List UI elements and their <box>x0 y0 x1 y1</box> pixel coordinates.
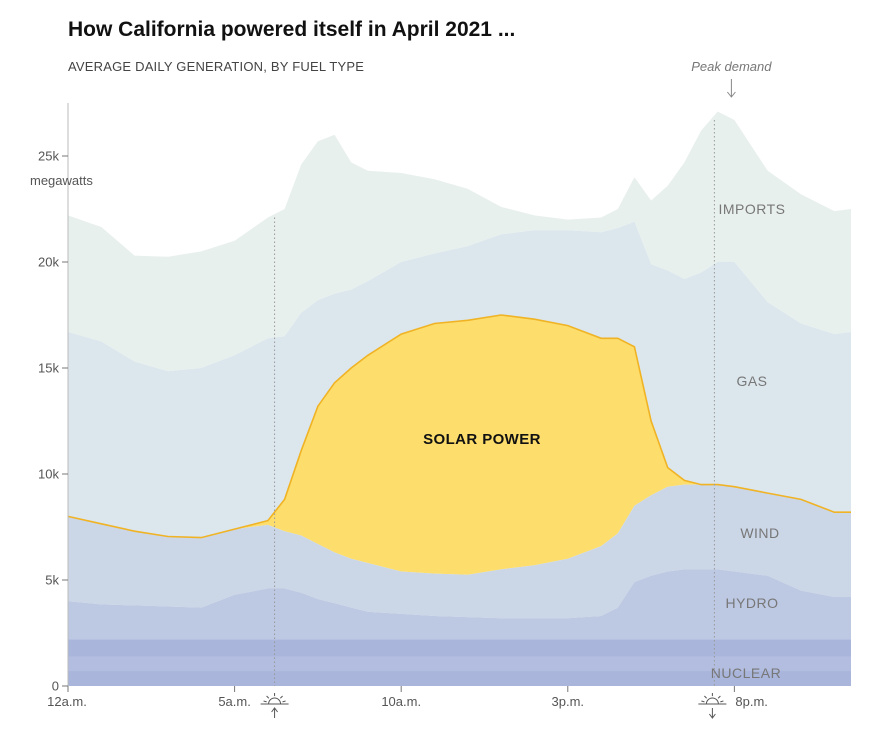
chart-overlay: Peak demand <box>274 59 772 686</box>
area-layers <box>67 111 851 686</box>
solar-edge-line <box>67 314 851 539</box>
solar-power-label: SOLAR POWER <box>423 431 541 448</box>
solar-power-area <box>68 315 851 575</box>
imports-area <box>68 111 851 372</box>
nuclear-band <box>68 656 851 672</box>
wind-area <box>68 484 851 619</box>
imports-label: IMPORTS <box>718 201 785 217</box>
y-tick-label: 10k <box>38 467 59 482</box>
series-labels: IMPORTS GAS SOLAR POWER WIND HYDRO NUCLEAR <box>423 201 785 681</box>
peak-demand-label: Peak demand <box>691 59 772 74</box>
y-tick-label: 25k <box>38 149 59 164</box>
gas-label: GAS <box>736 373 767 389</box>
y-axis-unit: megawatts <box>30 173 93 188</box>
y-tick-label: 0 <box>52 679 59 694</box>
hydro-area <box>68 569 851 640</box>
x-tick-label: 10a.m. <box>381 694 421 709</box>
sunrise-icon <box>260 693 289 718</box>
hydro-label: HYDRO <box>725 595 778 611</box>
peak-demand-arrow <box>727 79 736 98</box>
chart-title: How California powered itself in April 2… <box>68 18 516 41</box>
sunset-icon <box>698 693 727 719</box>
y-tick-label: 15k <box>38 361 59 376</box>
gas-area <box>68 221 851 538</box>
chart-axes: 0 5k 10k 15k 20k 25k megawatts 12a.m. 5a.m. 10a.m… <box>30 103 768 719</box>
x-tick-label: 8p.m. <box>735 694 768 709</box>
chart-subtitle: AVERAGE DAILY GENERATION, BY FUEL TYPE <box>68 59 365 74</box>
wind-label: WIND <box>740 525 779 541</box>
x-tick-label: 5a.m. <box>218 694 251 709</box>
y-tick-label: 5k <box>45 573 59 588</box>
x-tick-label: 12a.m. <box>47 694 87 709</box>
x-tick-label: 3p.m. <box>552 694 585 709</box>
nuclear-label: NUCLEAR <box>711 665 781 681</box>
y-tick-label: 20k <box>38 255 59 270</box>
